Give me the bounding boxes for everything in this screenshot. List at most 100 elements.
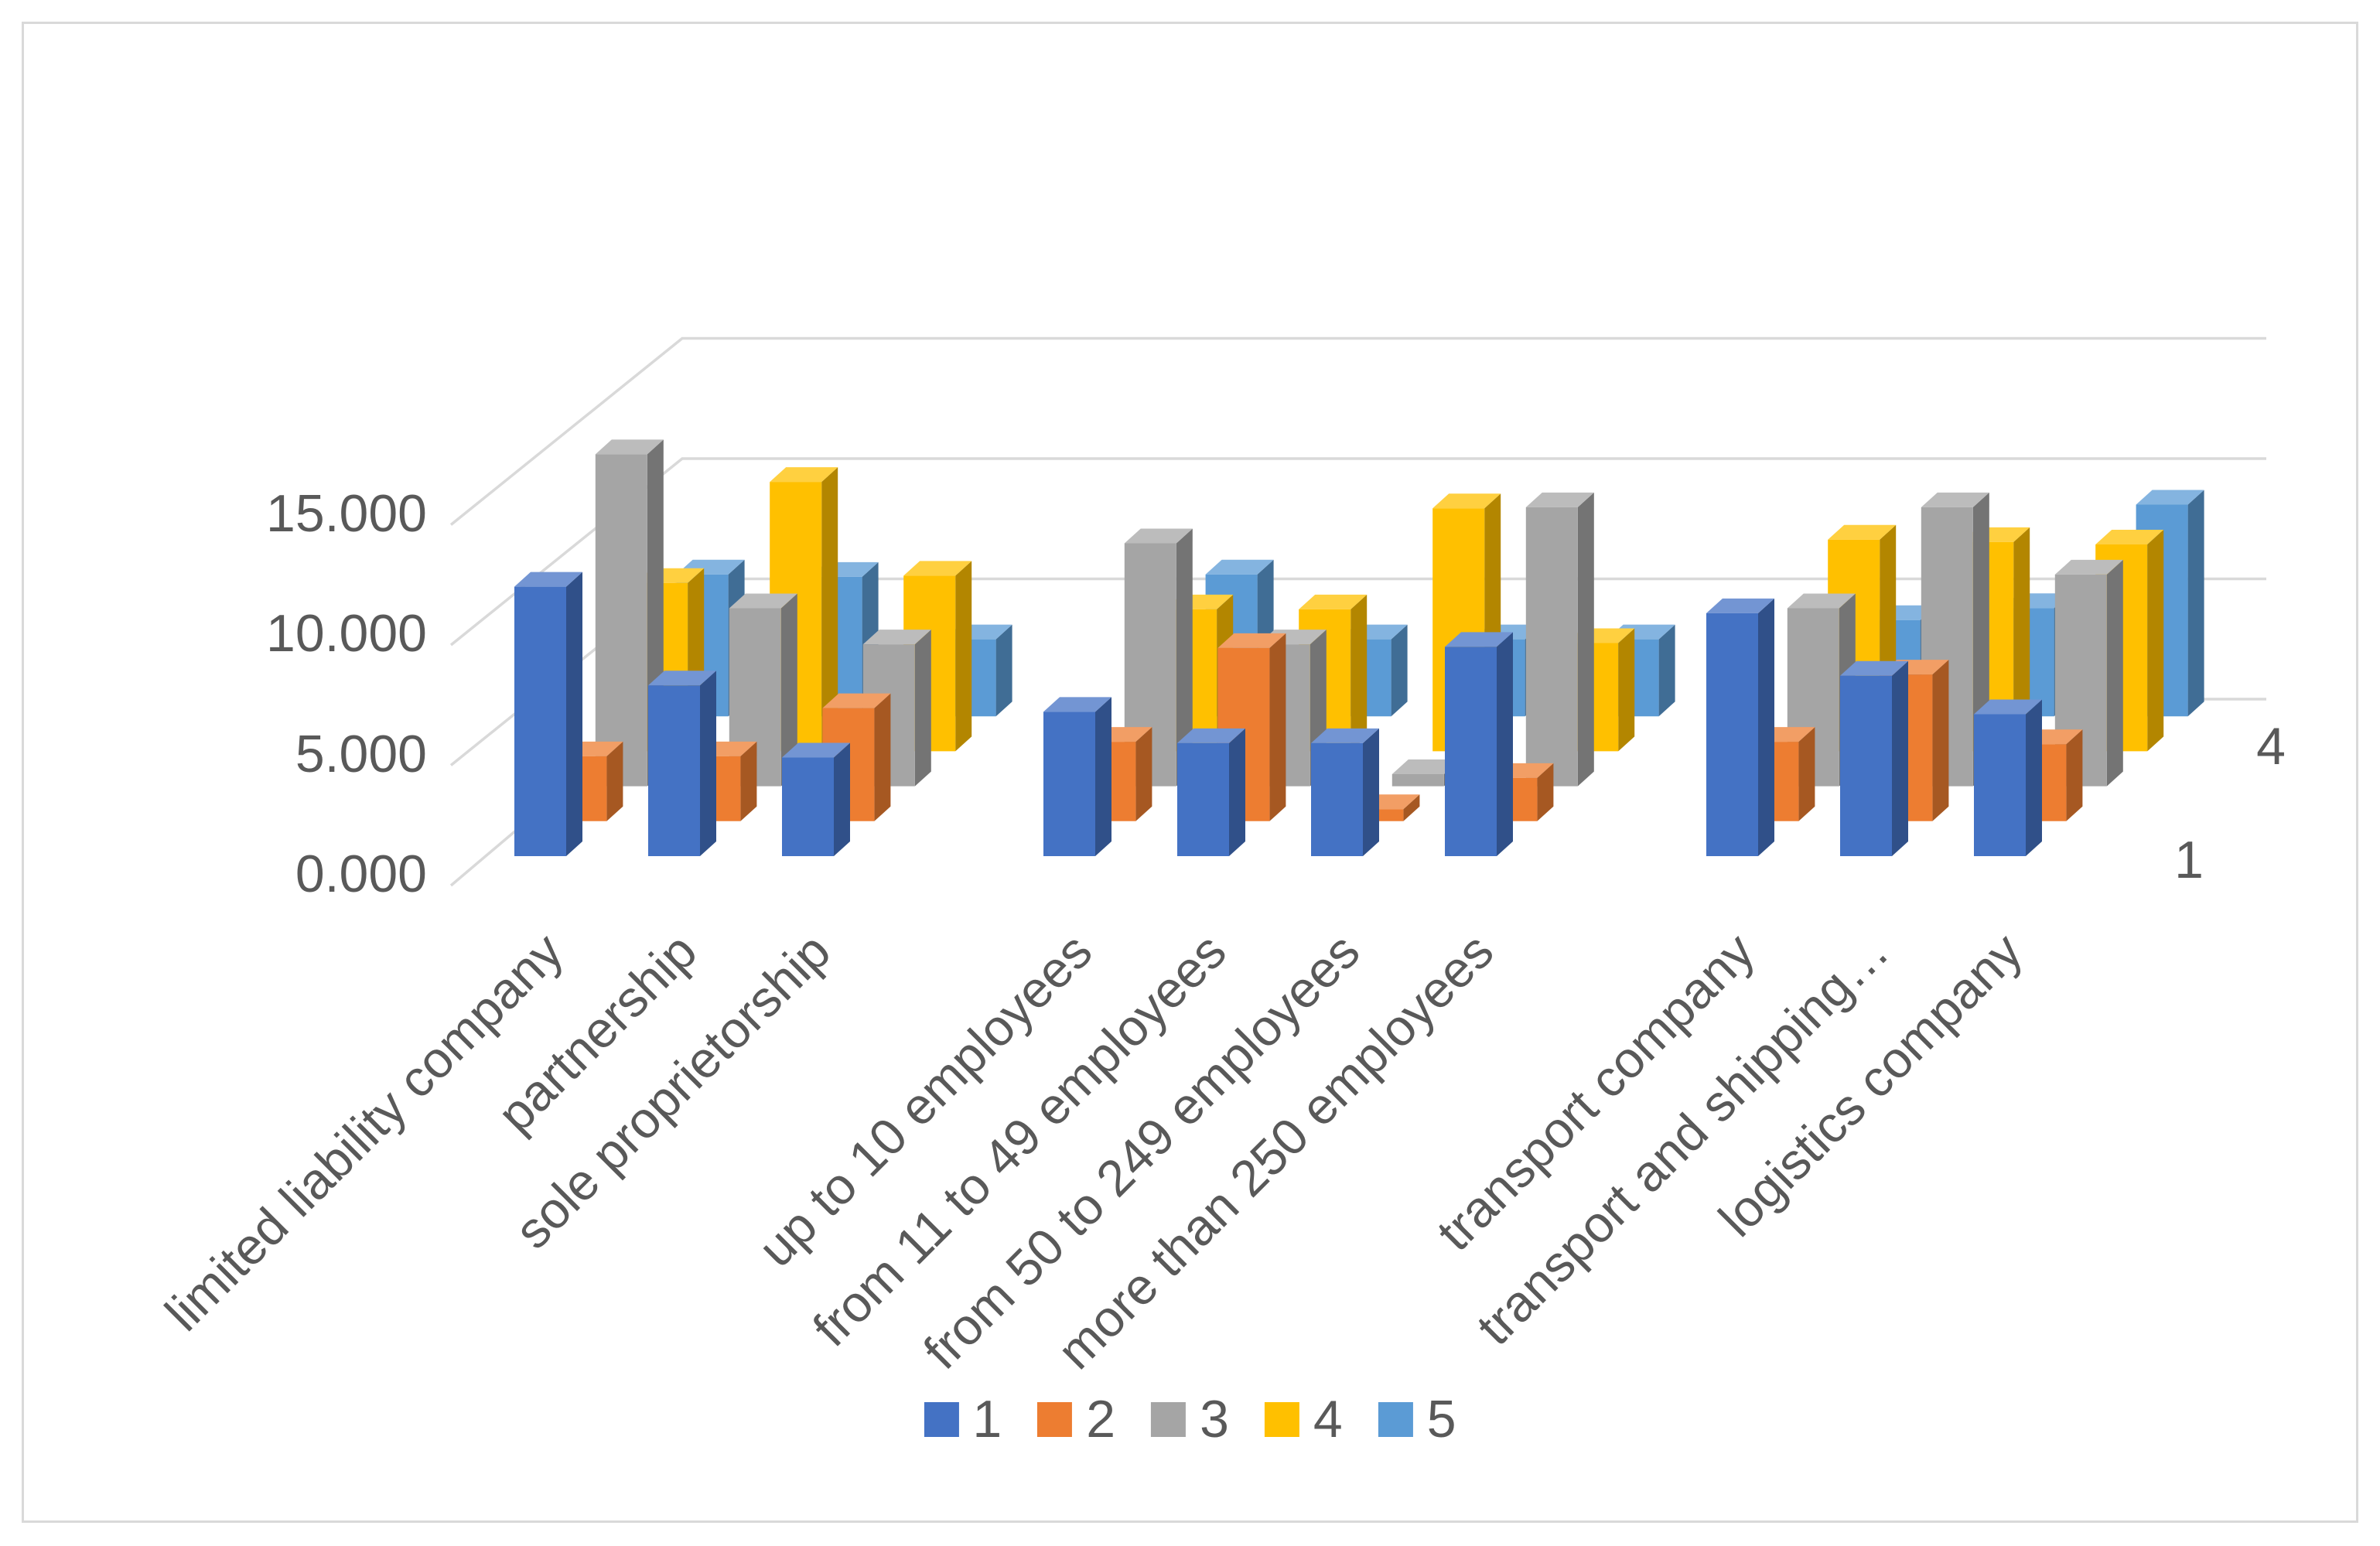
bar-side-s4-c10 xyxy=(2147,529,2164,752)
bar-top-s5-c4 xyxy=(1205,559,1274,575)
legend-item-4: 4 xyxy=(1264,1390,1343,1449)
bar-top-s4-c8 xyxy=(1828,524,1897,540)
bar-side-s2-c9 xyxy=(1932,660,1949,821)
bar-side-s2-c8 xyxy=(1798,727,1815,821)
legend-label-1: 1 xyxy=(972,1390,1002,1449)
legend-label-5: 5 xyxy=(1426,1390,1456,1449)
bar-side-s4-c3 xyxy=(955,561,972,752)
bar-side-s2-c4 xyxy=(1135,727,1152,821)
bar-s1-c7 xyxy=(1445,647,1497,856)
bar-top-s3-c7 xyxy=(1525,492,1594,507)
bar-top-s4-c2 xyxy=(770,467,838,483)
bar-top-s3-c1 xyxy=(595,439,664,455)
bar-side-s2-c7 xyxy=(1537,763,1554,821)
bar-top-s1-c10 xyxy=(1974,699,2042,715)
bar-s1-c10 xyxy=(1974,714,2026,856)
bar-top-s3-c10 xyxy=(2054,559,2123,575)
legend-item-1: 1 xyxy=(924,1390,1002,1449)
legend-label-4: 4 xyxy=(1313,1390,1343,1449)
legend-item-5: 5 xyxy=(1378,1390,1456,1449)
bar-side-s3-c7 xyxy=(1577,492,1594,787)
bar-top-s3-c6 xyxy=(1391,759,1460,775)
legend-item-2: 2 xyxy=(1037,1390,1116,1449)
bar-top-s2-c5 xyxy=(1217,633,1286,648)
figure-border xyxy=(22,22,2358,1523)
bar-side-s1-c2 xyxy=(700,671,716,856)
bar-side-s2-c6 xyxy=(1403,794,1420,821)
bar-side-s3-c2 xyxy=(780,593,797,787)
bar-side-s2-c5 xyxy=(1269,633,1286,821)
bar-side-s1-c3 xyxy=(834,742,850,856)
bar-top-s1-c8 xyxy=(1706,598,1774,613)
legend-item-3: 3 xyxy=(1151,1393,1229,1445)
bar-s1-c8 xyxy=(1706,613,1758,856)
bar-side-s5-c7 xyxy=(1658,624,1675,717)
bar-side-s1-c6 xyxy=(1363,728,1379,856)
bar-side-s2-c1 xyxy=(606,741,623,821)
bar-top-s1-c4 xyxy=(1043,697,1111,712)
bar-s1-c9 xyxy=(1840,675,1892,856)
bar-top-s1-c7 xyxy=(1445,632,1513,647)
y-tick-label-5.000: 5.000 xyxy=(295,724,427,783)
legend-swatch-5 xyxy=(1378,1401,1413,1437)
bar-top-s2-c3 xyxy=(822,693,891,708)
bar-top-s3-c2 xyxy=(729,593,797,609)
bar-side-s1-c9 xyxy=(1892,660,1908,856)
depth-axis-label-4: 4 xyxy=(2256,717,2286,776)
bar-side-s1-c8 xyxy=(1758,598,1774,856)
bar-s3-c4 xyxy=(1124,543,1176,787)
legend-label-2: 2 xyxy=(1086,1390,1116,1449)
y-tick-label-15.000: 15.000 xyxy=(266,483,427,543)
bar-s3-c1 xyxy=(595,454,647,787)
bar-top-s3-c8 xyxy=(1787,593,1856,609)
bar-side-s3-c10 xyxy=(2106,559,2123,787)
bar-top-s4-c6 xyxy=(1432,493,1501,509)
bar-s1-c6 xyxy=(1311,742,1363,856)
bar-top-s1-c2 xyxy=(648,671,716,686)
bar-top-s4-c10 xyxy=(2095,529,2164,544)
bar-side-s2-c10 xyxy=(2066,729,2083,821)
bar-top-s1-c6 xyxy=(1311,728,1379,743)
bar-s1-c4 xyxy=(1043,712,1095,856)
bar-top-s1-c5 xyxy=(1177,728,1245,743)
bar-s1-c2 xyxy=(648,685,700,856)
bar-s3-c6 xyxy=(1391,774,1444,787)
bar-s1-c1 xyxy=(514,586,566,856)
y-tick-label-0.000: 0.000 xyxy=(295,845,427,903)
bar-side-s4-c2 xyxy=(821,467,838,752)
bar-side-s2-c3 xyxy=(874,693,891,821)
legend-swatch-4 xyxy=(1264,1401,1299,1437)
bar-s1-c5 xyxy=(1177,742,1229,856)
bar-side-s3-c3 xyxy=(914,630,931,787)
bar-side-s3-c4 xyxy=(1176,528,1193,787)
bar-top-s5-c10 xyxy=(2136,490,2204,505)
y-tick-label-10.000: 10.000 xyxy=(266,604,427,663)
bar-side-s2-c2 xyxy=(740,741,757,821)
bar-side-s1-c1 xyxy=(566,572,582,856)
bar-top-s1-c1 xyxy=(514,572,582,587)
bar-side-s1-c5 xyxy=(1229,728,1245,856)
bar-side-s5-c10 xyxy=(2187,490,2204,717)
gridline-15 xyxy=(449,336,2266,526)
depth-axis-label-1: 1 xyxy=(2174,831,2204,889)
legend-swatch-3 xyxy=(1151,1401,1187,1437)
bar-top-s4-c5 xyxy=(1299,594,1368,609)
bar-side-s1-c10 xyxy=(2026,699,2042,856)
bar-top-s1-c9 xyxy=(1840,660,1908,676)
bar-top-s4-c3 xyxy=(903,561,972,576)
legend-swatch-1 xyxy=(924,1401,959,1437)
gridline-0-tick xyxy=(449,828,518,887)
bar-top-s3-c9 xyxy=(1921,492,1989,507)
legend-swatch-2 xyxy=(1037,1401,1073,1437)
bar-side-s4-c7 xyxy=(1618,628,1635,752)
bar-side-s4-c5 xyxy=(1350,594,1368,752)
bar-side-s4-c9 xyxy=(2013,527,2030,752)
bar-top-s1-c3 xyxy=(782,742,850,758)
bar-side-s5-c3 xyxy=(995,624,1012,717)
bar-side-s1-c4 xyxy=(1095,697,1111,856)
bar-side-s1-c7 xyxy=(1497,632,1513,856)
bar-top-s3-c4 xyxy=(1124,528,1193,544)
bar-side-s5-c5 xyxy=(1391,624,1408,717)
